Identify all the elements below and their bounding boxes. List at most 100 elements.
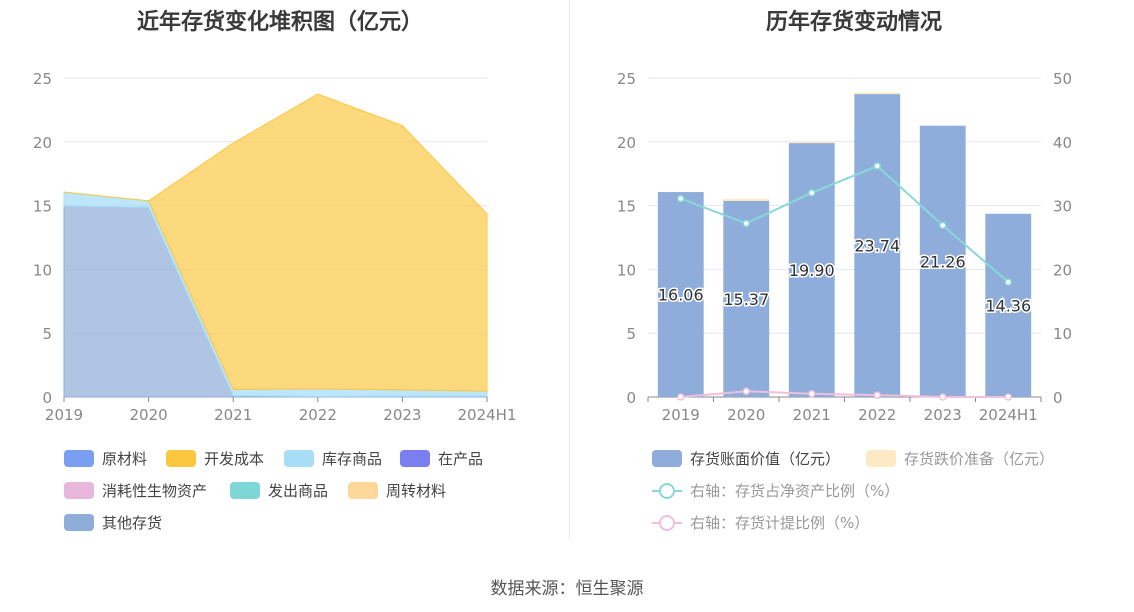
legend-label: 存货跌价准备（亿元） [904,450,1055,468]
legend-swatch [652,514,682,531]
bar [985,213,1032,397]
source-note: 数据来源：恒生聚源 [490,579,644,599]
legend-item[interactable]: 消耗性生物资产 [64,480,207,501]
legend-label: 开发成本 [204,450,265,468]
bar-stack [723,198,770,201]
x-tick-label: 2023 [924,406,962,424]
y2-tick-label: 10 [1053,325,1072,343]
line-series [680,390,1009,398]
legend-item[interactable]: 发出商品 [230,480,328,501]
bar-value-label: 14.36 [985,296,1031,315]
legend-swatch [64,450,94,467]
bar-stack [854,92,901,95]
x-tick-label: 2019 [662,406,700,424]
y2-tick-label: 50 [1053,70,1072,88]
x-tick-label: 2022 [299,406,337,424]
legend-item[interactable]: 存货账面价值（亿元） [652,448,840,469]
legend-item[interactable]: 原材料 [64,448,147,469]
legend-swatch [400,450,430,467]
y-tick-label: 0 [42,389,52,407]
legend-item[interactable]: 库存商品 [284,448,382,469]
x-tick-label: 2021 [214,406,252,424]
legend-label: 右轴：存货占净资产比例（%） [690,482,900,500]
bar-stack [788,141,835,144]
stacked-area-chart: 0 5 10 15 20 25 2019 2020 2021 2022 2023 2024H1 [33,70,517,424]
bar [919,125,966,397]
line-series [680,164,1009,283]
line-point [939,221,947,230]
legend-label: 库存商品 [322,450,383,468]
legend-item[interactable]: 其他存货 [64,512,162,533]
line-point [677,194,685,203]
y-tick-label: 10 [33,261,52,279]
legend-label: 原材料 [102,450,148,468]
line-point [939,393,947,401]
bar [854,94,901,397]
line-point [742,219,750,228]
line-point [742,387,750,396]
y2-tick-label: 20 [1053,261,1072,279]
y2-tick-label: 30 [1053,198,1072,216]
left-chart-title: 近年存货变化堆积图（亿元） [136,10,423,35]
x-tick-label: 2019 [45,406,83,424]
line-point [677,393,685,401]
x-tick-label: 2020 [130,406,168,424]
y-tick-label: 25 [617,70,636,88]
legend-label: 存货账面价值（亿元） [690,450,841,468]
legend-swatch [64,514,94,531]
chart-divider [569,0,570,540]
x-tick-label: 2020 [727,406,765,424]
y-tick-label: 5 [626,325,636,343]
legend-item[interactable]: 开发成本 [166,448,264,469]
legend-item[interactable]: 右轴：存货计提比例（%） [652,512,869,533]
legend-swatch [348,482,378,499]
x-tick-label: 2023 [383,406,421,424]
bar-line-chart: 0 5 10 15 20 25 0 10 20 30 40 50 2019 2020 2021 2022 202… [617,70,1072,424]
x-tick-label: 2022 [858,406,896,424]
y-tick-label: 25 [33,70,52,88]
legend-item[interactable]: 右轴：存货占净资产比例（%） [652,480,899,501]
y-tick-label: 20 [33,134,52,152]
bar-value-label: 21.26 [920,252,966,271]
y-tick-label: 5 [42,325,52,343]
legend-label: 其他存货 [102,514,163,532]
x-tick-label: 2024H1 [458,406,517,424]
area-开发成本 [63,93,488,392]
line-point [808,390,816,398]
legend-swatch [652,482,682,499]
legend-swatch [166,450,196,467]
bar-value-label: 16.06 [658,286,704,305]
bar [788,143,835,397]
line-point [1004,278,1012,286]
legend-item[interactable]: 存货跌价准备（亿元） [866,448,1054,469]
legend-swatch [284,450,314,467]
x-tick-label: 2021 [793,406,831,424]
y-tick-label: 10 [617,261,636,279]
legend-label: 发出商品 [268,482,329,500]
legend-label: 消耗性生物资产 [102,482,208,500]
bar [723,200,770,397]
legend-item[interactable]: 在产品 [400,448,483,469]
legend-swatch [64,482,94,499]
legend-item[interactable]: 周转材料 [348,480,446,501]
y2-tick-label: 40 [1053,134,1072,152]
legend-swatch [866,450,896,467]
line-point [1004,393,1012,401]
line-point [873,391,881,399]
line-point [808,189,816,197]
legend-label: 右轴：存货计提比例（%） [690,514,870,532]
bar-value-label: 23.74 [854,237,900,256]
y-tick-label: 0 [626,389,636,407]
y-tick-label: 15 [33,198,52,216]
legend-label: 在产品 [438,450,484,468]
legend-swatch [652,450,682,467]
y-tick-label: 15 [617,198,636,216]
x-tick-label: 2024H1 [979,406,1038,424]
legend-swatch [230,482,260,499]
legend-label: 周转材料 [386,482,447,500]
line-point [873,162,881,170]
y-tick-label: 20 [617,134,636,152]
right-chart-title: 历年存货变动情况 [765,10,942,35]
y2-tick-label: 0 [1053,389,1063,407]
bar-value-label: 15.37 [723,290,769,309]
